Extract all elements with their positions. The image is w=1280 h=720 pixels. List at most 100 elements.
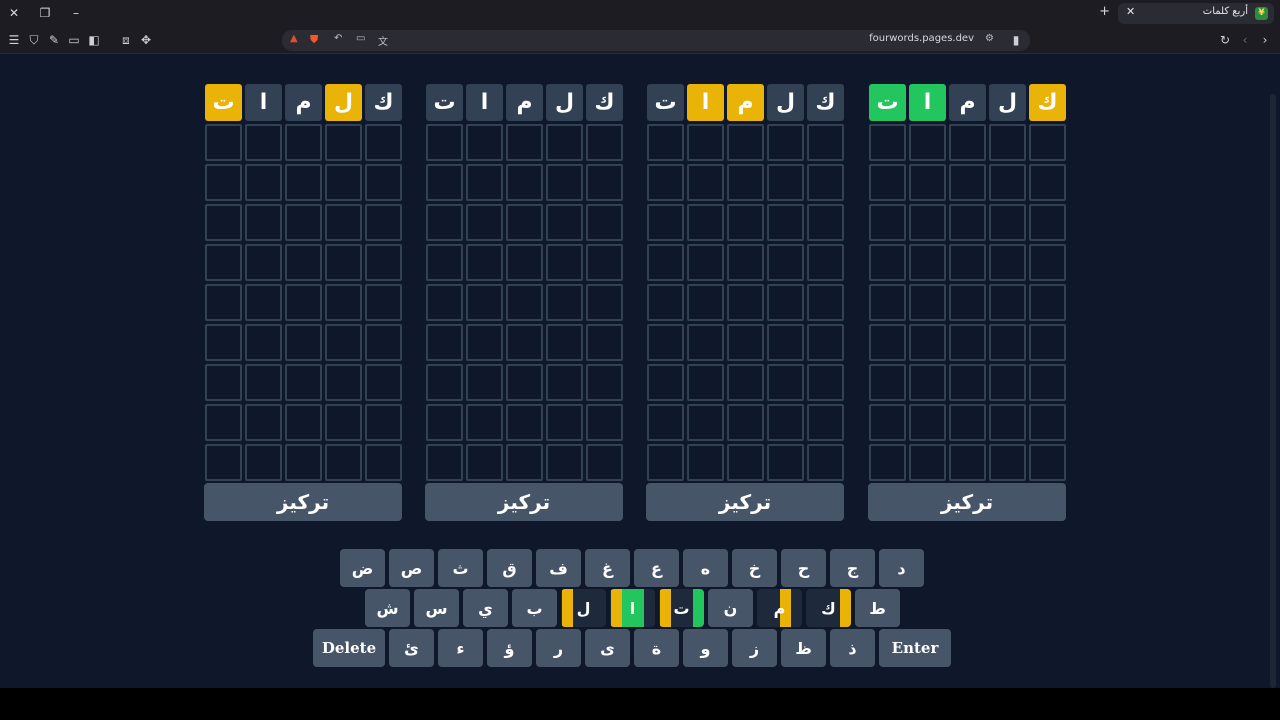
key[interactable]: ب	[512, 589, 557, 627]
address-bar[interactable]: ▲ ⛊ ↶ ▭ 文 fourwords.pages.dev ⚙	[282, 30, 1030, 51]
active-tab[interactable]: ✕ أربع كلمات ¥	[1118, 3, 1274, 24]
empty-cell	[807, 404, 844, 441]
empty-cell	[807, 164, 844, 201]
letter-tile: ك	[586, 84, 623, 121]
key[interactable]: غ	[585, 549, 630, 587]
key[interactable]: ك	[806, 589, 851, 627]
key[interactable]: ذ	[830, 629, 875, 667]
focus-button[interactable]: تركيز	[868, 483, 1066, 521]
url-text[interactable]: fourwords.pages.dev	[869, 33, 974, 44]
key[interactable]: ء	[438, 629, 483, 667]
sidebar-icon[interactable]: ◧	[88, 33, 100, 47]
empty-cell	[365, 324, 402, 361]
empty-cell	[989, 404, 1026, 441]
enter-key[interactable]: Enter	[879, 629, 951, 667]
empty-cell	[807, 124, 844, 161]
letter-tile: ت	[426, 84, 463, 121]
forward-icon[interactable]: ›	[1262, 33, 1268, 47]
page-scrollbar[interactable]	[1270, 94, 1276, 688]
key[interactable]: ف	[536, 549, 581, 587]
key[interactable]: ت	[659, 589, 704, 627]
empty-cell	[426, 364, 463, 401]
key[interactable]: ئ	[389, 629, 434, 667]
key[interactable]: ح	[781, 549, 826, 587]
wallet-icon[interactable]: ▭	[68, 33, 80, 47]
empty-cell	[869, 284, 906, 321]
key[interactable]: م	[757, 589, 802, 627]
empty-cell	[1029, 324, 1066, 361]
empty-cell	[949, 204, 986, 241]
key[interactable]: ض	[340, 549, 385, 587]
empty-cell	[426, 444, 463, 481]
brave-rewards-icon[interactable]: ▲	[290, 33, 298, 44]
undo-icon[interactable]: ↶	[334, 33, 343, 44]
key[interactable]: ط	[855, 589, 900, 627]
key[interactable]: ع	[634, 549, 679, 587]
key[interactable]: ش	[365, 589, 410, 627]
key-board-indicator	[562, 589, 573, 627]
empty-cell	[767, 284, 804, 321]
shield-icon[interactable]: ⛉	[29, 33, 39, 47]
screenshot-icon[interactable]: ⧈	[122, 33, 130, 47]
empty-cell	[466, 284, 503, 321]
key[interactable]: ى	[585, 629, 630, 667]
minimize-window-icon[interactable]: –	[73, 6, 79, 20]
reload-icon[interactable]: ↻	[1219, 33, 1231, 47]
key[interactable]: ي	[463, 589, 508, 627]
key[interactable]: ز	[732, 629, 777, 667]
menu-icon[interactable]: ☰	[8, 33, 20, 47]
key-board-indicator	[693, 589, 704, 627]
key[interactable]: ث	[438, 549, 483, 587]
empty-cell	[325, 404, 362, 441]
key[interactable]: ج	[830, 549, 875, 587]
extensions-icon[interactable]: ✥	[140, 33, 152, 47]
key[interactable]: ظ	[781, 629, 826, 667]
key-label: ح	[797, 558, 810, 578]
empty-cell	[466, 404, 503, 441]
key[interactable]: و	[683, 629, 728, 667]
letter-tile: ا	[687, 84, 724, 121]
bookmark-icon[interactable]: ▮	[1012, 33, 1020, 47]
key[interactable]: ق	[487, 549, 532, 587]
key-label: ئ	[404, 638, 419, 658]
key[interactable]: ؤ	[487, 629, 532, 667]
tab-close-icon[interactable]: ✕	[1126, 5, 1136, 18]
key[interactable]: س	[414, 589, 459, 627]
empty-cell	[205, 324, 242, 361]
key-label: ه	[700, 558, 711, 578]
restore-window-icon[interactable]: ❐	[39, 6, 51, 20]
new-tab-icon[interactable]: +	[1099, 4, 1110, 19]
empty-cell	[989, 324, 1026, 361]
site-settings-icon[interactable]: ⚙	[985, 33, 994, 44]
empty-cell	[909, 284, 946, 321]
empty-cell	[285, 364, 322, 401]
empty-cell	[1029, 244, 1066, 281]
reader-icon[interactable]: ▭	[356, 33, 366, 44]
focus-button[interactable]: تركيز	[646, 483, 844, 521]
key[interactable]: ص	[389, 549, 434, 587]
key[interactable]: د	[879, 549, 924, 587]
empty-cell	[365, 244, 402, 281]
pen-icon[interactable]: ✎	[48, 33, 60, 47]
delete-key[interactable]: Delete	[313, 629, 385, 667]
focus-button[interactable]: تركيز	[425, 483, 623, 521]
key-board-indicator	[840, 589, 851, 627]
translate-icon[interactable]: 文	[378, 37, 388, 48]
key[interactable]: ه	[683, 549, 728, 587]
focus-button[interactable]: تركيز	[204, 483, 402, 521]
back-icon[interactable]: ‹	[1242, 33, 1248, 47]
empty-cell	[426, 164, 463, 201]
key[interactable]: ن	[708, 589, 753, 627]
letter-tile: ا	[466, 84, 503, 121]
key[interactable]: ر	[536, 629, 581, 667]
key[interactable]: ل	[561, 589, 606, 627]
key[interactable]: ة	[634, 629, 679, 667]
close-window-icon[interactable]: ✕	[8, 6, 20, 20]
empty-cell	[466, 324, 503, 361]
key[interactable]: ا	[610, 589, 655, 627]
empty-cell	[807, 244, 844, 281]
key[interactable]: خ	[732, 549, 777, 587]
brave-shields-icon[interactable]: ⛊	[310, 33, 319, 46]
